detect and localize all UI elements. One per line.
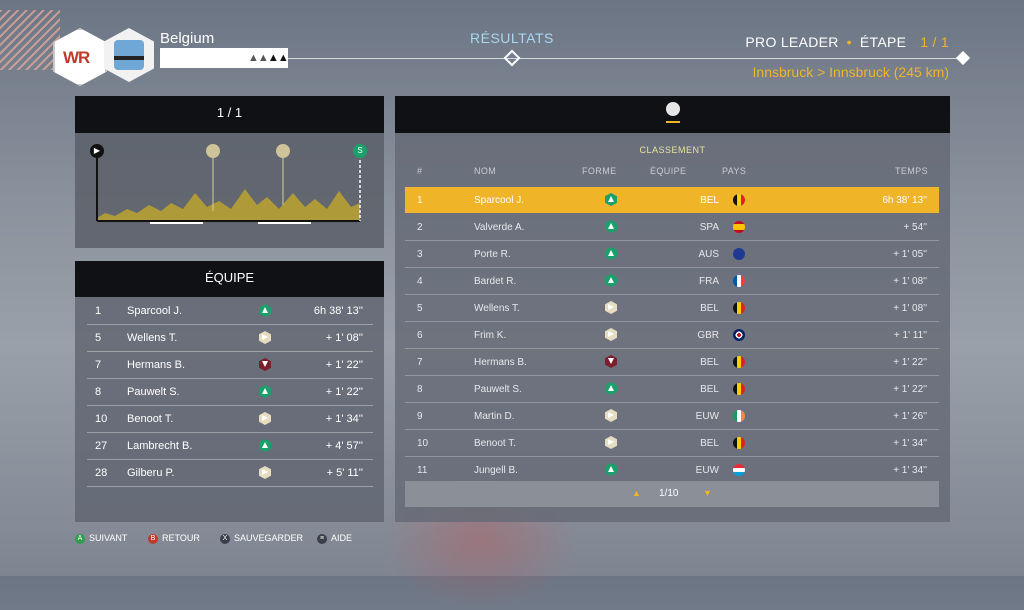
team-rating-bar: ▲▲▲ ▲▲ — [160, 48, 289, 68]
col-country: PAYS — [722, 166, 747, 176]
flag-bel-icon — [733, 194, 745, 206]
team-row[interactable]: 27 Lambrecht B. + 4' 57'' — [87, 433, 373, 460]
form-icon — [605, 328, 617, 341]
stage-profile: ▶ S — [75, 133, 384, 248]
ranking-row[interactable]: 11 Jungell B. EUW + 1' 34'' — [417, 463, 927, 476]
ranking-row[interactable]: 5 Wellens T. BEL + 1' 08'' — [405, 295, 939, 322]
form-icon — [605, 220, 617, 233]
start-flag-icon: ▶ — [90, 144, 104, 158]
game-mode: PRO LEADER — [745, 34, 839, 50]
x-button-icon: X — [220, 533, 230, 544]
tab-node-icon[interactable] — [503, 49, 521, 67]
flag-irl-icon — [733, 410, 745, 422]
background-stripes — [0, 10, 60, 70]
stage-label: ÉTAPE — [859, 34, 907, 50]
form-icon — [605, 274, 617, 287]
profile-page: 1 / 1 — [216, 105, 243, 120]
page-up-icon[interactable]: ▲ — [632, 488, 641, 498]
sprint-marker-icon — [276, 144, 290, 158]
save-button[interactable]: X SAUVEGARDER — [220, 533, 303, 544]
elevation-chart — [96, 155, 361, 224]
flag-fra-icon — [733, 275, 745, 287]
flag-bel-icon — [733, 383, 745, 395]
team-table: 1 Sparcool J. 6h 38' 13'' 5 Wellens T. + 1' … — [75, 297, 384, 522]
route-label: Innsbruck > Innsbruck (245 km) — [752, 64, 949, 80]
end-node-icon — [955, 50, 971, 66]
stage-info: PRO LEADER • ÉTAPE 1 / 1 — [745, 34, 949, 50]
team-row[interactable]: 28 Gilberu P. + 5' 11'' — [87, 460, 373, 487]
flag-bel-icon — [733, 302, 745, 314]
team-row[interactable]: 7 Hermans B. + 1' 22'' — [87, 352, 373, 379]
progress-line — [288, 58, 964, 59]
menu-button-icon: ≡ — [317, 533, 327, 544]
col-time: TEMPS — [894, 166, 928, 176]
tab-indicator — [666, 121, 680, 123]
sprint-marker-icon — [206, 144, 220, 158]
ranking-row[interactable]: 6 Frim K. GBR + 1' 11'' — [405, 322, 939, 349]
page-down-icon[interactable]: ▼ — [703, 488, 712, 498]
classement-panel: CLASSEMENT # NOM FORME ÉQUIPE PAYS TEMPS… — [395, 133, 950, 522]
ranking-row[interactable]: 3 Porte R. AUS + 1' 05'' — [405, 241, 939, 268]
team-row[interactable]: 1 Sparcool J. 6h 38' 13'' — [87, 298, 373, 325]
form-icon — [259, 412, 271, 425]
col-name: NOM — [474, 166, 497, 176]
ranking-row[interactable]: 7 Hermans B. BEL + 1' 22'' — [405, 349, 939, 376]
form-icon — [605, 463, 617, 476]
page-indicator: 1/10 — [659, 488, 679, 499]
form-icon — [259, 385, 271, 398]
flag-aus-icon — [733, 248, 745, 260]
form-icon — [605, 409, 617, 422]
col-form: FORME — [582, 166, 617, 176]
team-name: Belgium — [160, 30, 215, 47]
form-icon — [259, 304, 271, 317]
form-icon — [605, 382, 617, 395]
team-panel-title: ÉQUIPE — [204, 270, 255, 285]
b-button-icon: B — [148, 533, 158, 544]
flag-gbr-icon — [733, 329, 745, 341]
form-icon — [605, 436, 617, 449]
ranking-row[interactable]: 9 Martin D. EUW + 1' 26'' — [405, 403, 939, 430]
tab-results[interactable]: RÉSULTATS — [470, 30, 554, 46]
team-panel-header: ÉQUIPE — [75, 261, 384, 297]
a-button-icon: A — [75, 533, 85, 544]
team-row[interactable]: 10 Benoot T. + 1' 34'' — [87, 406, 373, 433]
form-icon — [605, 247, 617, 260]
help-button[interactable]: ≡ AIDE — [317, 533, 352, 544]
flag-lux-icon — [733, 464, 745, 476]
form-icon — [259, 358, 271, 371]
team-jersey-icon — [104, 28, 154, 82]
classement-header — [395, 96, 950, 133]
form-icon — [605, 301, 617, 314]
form-icon — [259, 331, 271, 344]
form-icon — [605, 355, 617, 368]
col-team: ÉQUIPE — [650, 166, 687, 176]
form-icon — [605, 193, 617, 206]
flag-esp-icon — [733, 221, 745, 233]
ranking-row[interactable]: 8 Pauwelt S. BEL + 1' 22'' — [405, 376, 939, 403]
profile-header: 1 / 1 — [75, 96, 384, 133]
game-logo: WR — [53, 28, 107, 86]
flag-bel-icon — [733, 356, 745, 368]
team-row[interactable]: 5 Wellens T. + 1' 08'' — [87, 325, 373, 352]
flag-bel-icon — [733, 437, 745, 449]
ranking-row[interactable]: 4 Bardet R. FRA + 1' 08'' — [405, 268, 939, 295]
ranking-row[interactable]: 1 Sparcool J. BEL 6h 38' 13'' — [405, 187, 939, 213]
ranking-row[interactable]: 2 Valverde A. SPA + 54'' — [405, 214, 939, 241]
trophy-icon — [666, 102, 680, 116]
finish-marker-icon: S — [353, 144, 367, 158]
pagination: ▲ 1/10 ▼ — [405, 481, 939, 507]
team-row[interactable]: 8 Pauwelt S. + 1' 22'' — [87, 379, 373, 406]
next-button[interactable]: A SUIVANT — [75, 533, 127, 544]
col-pos: # — [417, 166, 423, 176]
ranking-row[interactable]: 10 Benoot T. BEL + 1' 34'' — [405, 430, 939, 457]
form-icon — [259, 439, 271, 452]
back-button[interactable]: B RETOUR — [148, 533, 200, 544]
form-icon — [259, 466, 271, 479]
classement-title: CLASSEMENT — [639, 145, 706, 155]
stage-count: 1 / 1 — [920, 34, 949, 50]
